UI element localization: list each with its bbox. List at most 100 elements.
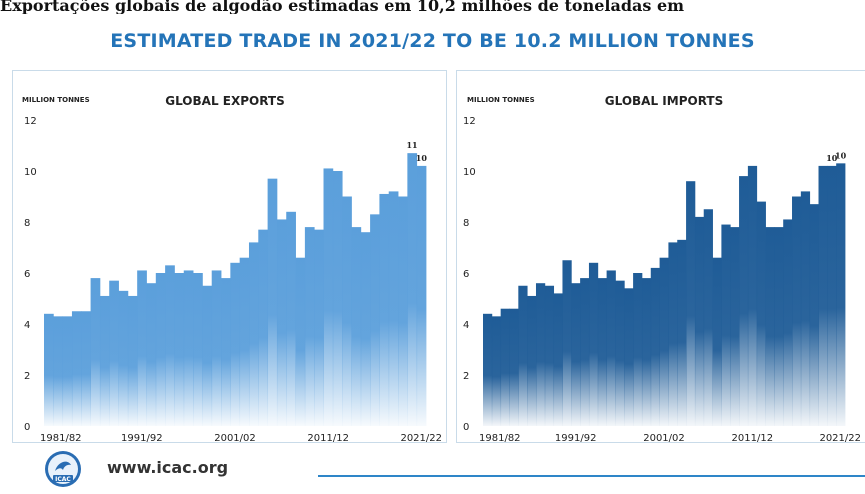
imports-bar-1981/82 [483, 313, 493, 426]
imports-bar-2016/17 [792, 196, 802, 426]
infographic: ESTIMATED TRADE IN 2021/22 TO BE 10.2 MI… [0, 14, 865, 494]
imports-bar-1985/86 [518, 285, 528, 426]
exports-bar-1991/92 [137, 270, 147, 426]
exports-xtick-2011/12: 2011/12 [307, 433, 349, 444]
exports-bar-2018/19 [388, 191, 399, 426]
exports-bar-2001/02 [230, 262, 241, 426]
exports-chart-panel: MILLION TONNES GLOBAL EXPORTS 0 2 4 6 8 10 12 198… [12, 70, 447, 444]
imports-bar-2017/18 [800, 191, 811, 426]
imports-bar-2018/19 [809, 204, 819, 426]
imports-bar-2004/05 [686, 181, 696, 426]
imports-ylabel: MILLION TONNES [467, 96, 535, 104]
imports-xtick-2021/22: 2021/22 [819, 433, 861, 444]
imports-bar-2021/22 [836, 163, 846, 426]
imports-xtick-1981/82: 1981/82 [479, 433, 521, 444]
imports-chart: MILLION TONNES GLOBAL IMPORTS 0 2 4 6 8 10 12 198… [463, 94, 861, 444]
imports-bar-1997/98 [624, 288, 634, 426]
exports-bar-1996/97 [183, 270, 194, 426]
icac-logo-icon: ICAC [45, 451, 81, 487]
imports-bar-2009/10 [730, 227, 740, 426]
imports-bar-1995/96 [606, 270, 616, 426]
imports-bar-1983/84 [500, 308, 510, 426]
exports-bar-2002/03 [239, 257, 250, 426]
imports-bar-1989/90 [553, 293, 563, 426]
imports-bar-1982/83 [491, 316, 502, 426]
footer: ICAC www.icac.org [0, 444, 865, 494]
imports-bar-1994/95 [597, 278, 608, 426]
imports-chart-panel: MILLION TONNES GLOBAL IMPORTS 0 2 4 6 8 10 12 198… [456, 70, 865, 444]
imports-ytick: 0 [463, 422, 469, 433]
exports-bar-1990/91 [127, 295, 138, 426]
imports-bar-2006/07 [703, 209, 713, 426]
imports-bar-2013/14 [765, 227, 775, 426]
imports-bar-2015/16 [783, 219, 793, 426]
exports-bar-2016/17 [370, 214, 380, 426]
imports-bar-1987/88 [535, 283, 546, 426]
exports-ylabel: MILLION TONNES [22, 96, 90, 104]
imports-data-label-2021/22: 10 [835, 150, 847, 160]
imports-bar-2005/06 [694, 216, 705, 426]
imports-bar-1996/97 [615, 280, 625, 426]
exports-bar-2019/20 [398, 196, 408, 426]
imports-bar-1993/94 [588, 262, 599, 426]
exports-bar-1983/84 [62, 316, 73, 426]
exports-bar-2011/12 [323, 168, 334, 426]
exports-bar-1994/95 [165, 265, 175, 426]
exports-chart: MILLION TONNES GLOBAL EXPORTS 0 2 4 6 8 10 12 198… [22, 94, 442, 444]
imports-ytick: 2 [463, 371, 469, 382]
imports-bar-2007/08 [712, 257, 722, 426]
exports-bar-1989/90 [118, 290, 129, 426]
exports-bar-2008/09 [295, 257, 306, 426]
exports-bar-2010/11 [314, 229, 324, 426]
exports-bar-2005/06 [267, 178, 278, 426]
exports-ytick: 10 [24, 167, 37, 178]
page-caption: Exportações globais de algodão estimadas… [0, 0, 685, 14]
exports-bar-2004/05 [258, 229, 269, 426]
imports-ytick: 12 [463, 116, 476, 127]
imports-bar-1998/99 [633, 273, 643, 426]
exports-bar-1984/85 [71, 311, 82, 426]
exports-bar-2015/16 [360, 232, 371, 426]
exports-xtick-1991/92: 1991/92 [121, 433, 163, 444]
exports-bar-1998/99 [202, 285, 213, 426]
imports-bar-2020/21 [827, 165, 837, 426]
imports-xtick-1991/92: 1991/92 [555, 433, 597, 444]
imports-xtick-2011/12: 2011/12 [732, 433, 774, 444]
exports-bar-1982/83 [53, 316, 64, 426]
exports-bar-1988/89 [109, 280, 119, 426]
exports-ytick: 8 [24, 218, 30, 229]
imports-data-label-2020/21: 10 [826, 153, 838, 163]
exports-xtick-2021/22: 2021/22 [400, 433, 442, 444]
exports-bar-1985/86 [81, 311, 91, 426]
exports-bar-2006/07 [276, 219, 287, 426]
exports-ytick: 4 [24, 320, 30, 331]
infographic-title: ESTIMATED TRADE IN 2021/22 TO BE 10.2 MI… [110, 30, 755, 52]
imports-bar-1984/85 [509, 308, 519, 426]
imports-ytick: 8 [463, 218, 469, 229]
exports-bar-2000/01 [221, 278, 231, 426]
imports-bar-2001/02 [659, 257, 669, 426]
imports-xtick-2001/02: 2001/02 [643, 433, 685, 444]
exports-bar-2013/14 [342, 196, 352, 426]
exports-bar-2017/18 [379, 193, 390, 426]
site-url[interactable]: www.icac.org [107, 458, 229, 477]
imports-bar-2000/01 [650, 267, 660, 426]
imports-bar-2008/09 [721, 224, 731, 426]
imports-bar-1986/87 [527, 295, 537, 426]
exports-xtick-2001/02: 2001/02 [214, 433, 256, 444]
exports-ytick: 0 [24, 422, 30, 433]
imports-bar-2010/11 [739, 176, 749, 426]
imports-bar-1988/89 [544, 285, 555, 426]
imports-title: GLOBAL IMPORTS [605, 94, 723, 108]
imports-bar-2014/15 [774, 227, 784, 426]
exports-bar-1997/98 [193, 273, 203, 426]
exports-bar-1999/00 [211, 270, 222, 426]
exports-data-label-2020/21: 11 [406, 140, 417, 150]
imports-bar-1991/92 [571, 283, 581, 426]
exports-bar-1986/87 [90, 278, 101, 426]
imports-bar-2003/04 [677, 239, 687, 426]
imports-bar-1990/91 [562, 260, 572, 426]
exports-bar-2012/13 [332, 171, 343, 426]
exports-data-label-2021/22: 10 [416, 153, 428, 163]
exports-xtick-1981/82: 1981/82 [40, 433, 82, 444]
